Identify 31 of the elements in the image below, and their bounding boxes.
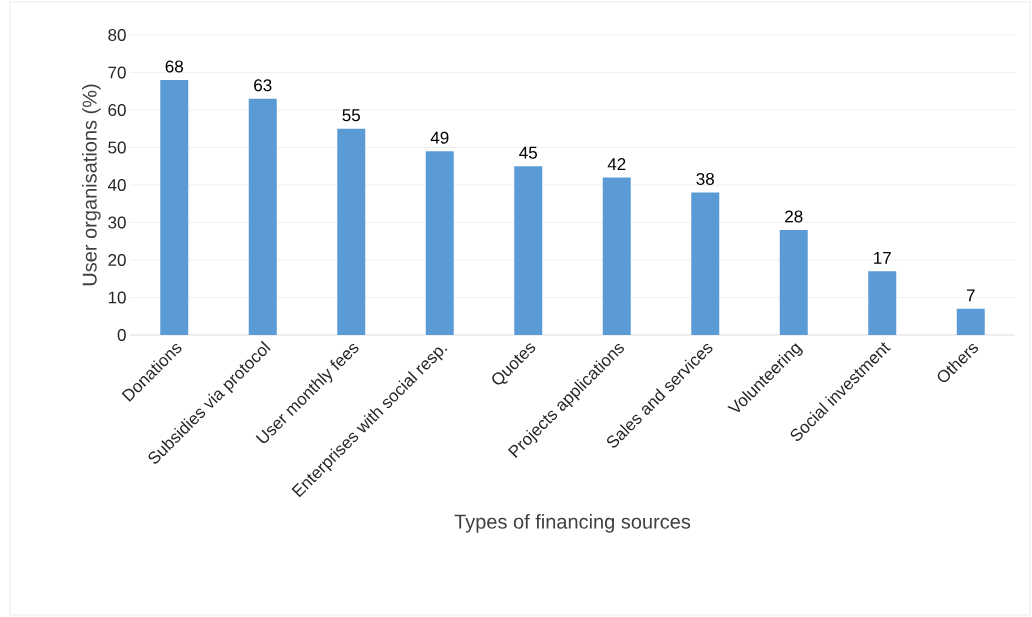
y-tick-label: 0 <box>117 328 126 342</box>
y-tick-label: 20 <box>108 253 126 267</box>
bar <box>160 79 189 335</box>
x-axis-title: Types of financing sources <box>454 514 691 533</box>
bar <box>514 166 543 335</box>
bar <box>248 98 277 335</box>
bar <box>602 177 631 335</box>
y-axis-title: User organisations (%) <box>82 84 101 286</box>
y-tick-label: 60 <box>108 103 126 117</box>
bar <box>691 192 720 335</box>
y-tick-label: 50 <box>108 141 126 154</box>
y-tick-label: 30 <box>108 216 126 229</box>
data-label: 17 <box>874 252 891 264</box>
data-label: 45 <box>519 146 537 159</box>
bar <box>425 151 454 335</box>
bar <box>337 128 366 335</box>
y-tick-label: 40 <box>107 178 126 192</box>
y-tick-label: 80 <box>108 28 126 42</box>
y-tick-label: 70 <box>108 66 126 79</box>
data-label: 28 <box>785 210 803 223</box>
data-label: 38 <box>696 172 714 185</box>
data-label: 42 <box>607 158 626 170</box>
bar <box>956 308 985 335</box>
data-label: 63 <box>254 79 272 92</box>
y-tick-label: 10 <box>108 291 126 304</box>
data-label: 55 <box>342 109 360 122</box>
data-label: 7 <box>966 289 975 302</box>
data-label: 49 <box>430 131 449 144</box>
data-label: 68 <box>165 60 183 73</box>
bar <box>779 229 808 335</box>
bar <box>868 271 897 335</box>
